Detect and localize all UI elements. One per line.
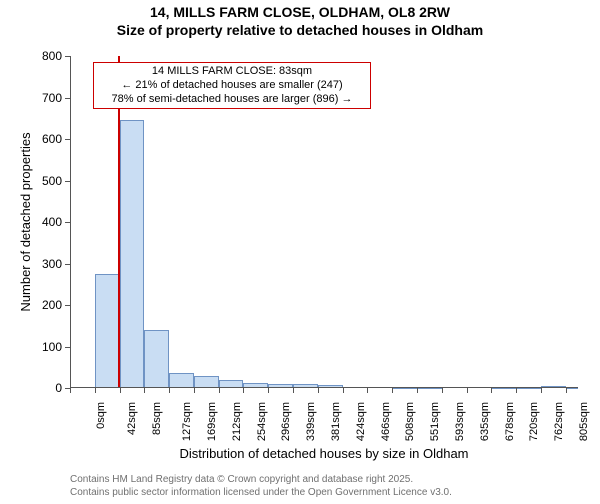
xtick-mark xyxy=(467,388,468,393)
xtick-label: 593sqm xyxy=(454,402,466,441)
xtick-label: 551sqm xyxy=(430,402,442,441)
ytick-label: 500 xyxy=(30,174,62,188)
xtick-label: 127sqm xyxy=(181,402,193,441)
ytick-label: 0 xyxy=(30,381,62,395)
xtick-mark xyxy=(95,388,96,393)
xtick-label: 805sqm xyxy=(578,402,590,441)
xtick-label: 212sqm xyxy=(231,402,243,441)
title-line1: 14, MILLS FARM CLOSE, OLDHAM, OL8 2RW xyxy=(0,4,600,22)
ytick-mark xyxy=(65,139,70,140)
xtick-label: 296sqm xyxy=(280,402,292,441)
footer-line1: Contains HM Land Registry data © Crown c… xyxy=(70,474,452,487)
xtick-label: 339sqm xyxy=(306,402,318,441)
xtick-mark xyxy=(417,388,418,393)
xtick-mark xyxy=(566,388,567,393)
ytick-mark xyxy=(65,264,70,265)
bar xyxy=(95,274,120,388)
annotation-box: 14 MILLS FARM CLOSE: 83sqm← 21% of detac… xyxy=(93,62,371,109)
bar xyxy=(120,120,145,388)
title-line2: Size of property relative to detached ho… xyxy=(0,22,600,40)
xtick-label: 169sqm xyxy=(206,402,218,441)
xtick-label: 635sqm xyxy=(479,402,491,441)
ytick-mark xyxy=(65,56,70,57)
chart-footer: Contains HM Land Registry data © Crown c… xyxy=(70,474,452,499)
xtick-mark xyxy=(491,388,492,393)
xtick-label: 762sqm xyxy=(553,402,565,441)
xtick-mark xyxy=(243,388,244,393)
ytick-label: 200 xyxy=(30,298,62,312)
xtick-label: 466sqm xyxy=(380,402,392,441)
xtick-label: 508sqm xyxy=(404,402,416,441)
ytick-mark xyxy=(65,305,70,306)
ytick-label: 800 xyxy=(30,49,62,63)
xtick-label: 424sqm xyxy=(355,402,367,441)
xtick-mark xyxy=(219,388,220,393)
yaxis-title: Number of detached properties xyxy=(18,122,33,322)
xtick-label: 678sqm xyxy=(504,402,516,441)
xtick-mark xyxy=(516,388,517,393)
xtick-mark xyxy=(120,388,121,393)
xtick-mark xyxy=(318,388,319,393)
xtick-label: 0sqm xyxy=(95,402,107,429)
xtick-mark xyxy=(293,388,294,393)
xtick-mark xyxy=(194,388,195,393)
xtick-label: 85sqm xyxy=(151,402,163,435)
xtick-mark xyxy=(268,388,269,393)
annotation-line: 78% of semi-detached houses are larger (… xyxy=(98,93,366,107)
bar xyxy=(144,330,169,388)
ytick-label: 300 xyxy=(30,257,62,271)
xtick-label: 254sqm xyxy=(256,402,268,441)
ytick-label: 400 xyxy=(30,215,62,229)
xtick-mark xyxy=(367,388,368,393)
xtick-mark xyxy=(343,388,344,393)
ytick-mark xyxy=(65,222,70,223)
chart-title: 14, MILLS FARM CLOSE, OLDHAM, OL8 2RW Si… xyxy=(0,4,600,39)
xtick-mark xyxy=(392,388,393,393)
xtick-label: 42sqm xyxy=(126,402,138,435)
yaxis-line xyxy=(70,56,71,388)
footer-line2: Contains public sector information licen… xyxy=(70,487,452,500)
xtick-mark xyxy=(442,388,443,393)
xtick-label: 381sqm xyxy=(330,402,342,441)
ytick-mark xyxy=(65,347,70,348)
ytick-label: 600 xyxy=(30,132,62,146)
ytick-mark xyxy=(65,181,70,182)
xaxis-line xyxy=(70,387,578,388)
xtick-mark xyxy=(541,388,542,393)
xtick-label: 720sqm xyxy=(529,402,541,441)
bar xyxy=(169,373,194,388)
xtick-mark xyxy=(144,388,145,393)
xtick-mark xyxy=(70,388,71,393)
annotation-line: ← 21% of detached houses are smaller (24… xyxy=(98,79,366,93)
xaxis-title: Distribution of detached houses by size … xyxy=(70,446,578,461)
ytick-label: 100 xyxy=(30,340,62,354)
xtick-mark xyxy=(169,388,170,393)
ytick-label: 700 xyxy=(30,91,62,105)
annotation-line: 14 MILLS FARM CLOSE: 83sqm xyxy=(98,65,366,79)
ytick-mark xyxy=(65,98,70,99)
